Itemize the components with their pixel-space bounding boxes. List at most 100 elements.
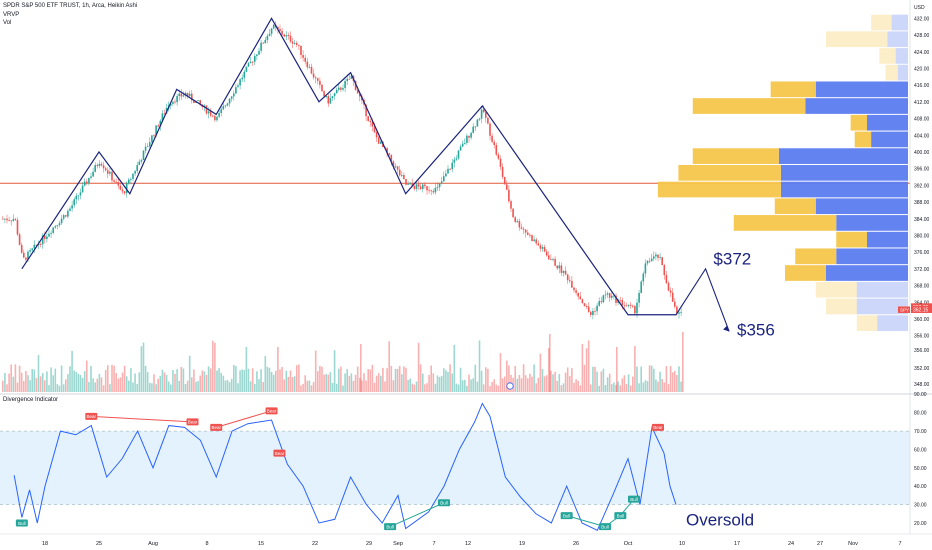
candle-body: [18, 234, 21, 245]
volume-histogram: [2, 332, 684, 392]
bull-signal-badge[interactable]: [614, 512, 627, 520]
candle-body: [646, 260, 649, 264]
candle-body: [312, 73, 315, 78]
bull-signal-badge[interactable]: [560, 512, 573, 520]
volume-bar: [228, 382, 231, 392]
candle-body: [321, 84, 323, 92]
candle-body: [323, 91, 325, 97]
candle-body: [644, 263, 647, 274]
bull-signal-badge[interactable]: [438, 499, 450, 507]
divergence-pane[interactable]: Bull Bear Bear Bear Bear Bear Bull Bull Bull Bull…: [0, 402, 910, 531]
candle-body: [338, 87, 340, 90]
candle-body: [48, 233, 50, 237]
candle-body: [581, 299, 584, 304]
candle-body: [611, 295, 613, 298]
osc-tick-label: 80.00: [914, 411, 927, 417]
projection-line[interactable]: [675, 267, 730, 332]
volume-bar: [615, 384, 617, 392]
divergence-connector: [389, 502, 445, 528]
candle-body: [306, 61, 309, 68]
bear-signal-badge[interactable]: [652, 423, 664, 431]
volume-bar: [235, 365, 237, 392]
divergence-indicator-title[interactable]: Divergence Indicator: [3, 397, 59, 403]
volume-bar: [566, 367, 569, 392]
volume-bar: [640, 366, 642, 392]
candle-body: [52, 227, 54, 233]
volume-bar: [352, 380, 355, 392]
bear-signal-badge[interactable]: [186, 418, 199, 426]
volume-bar: [356, 366, 359, 392]
wave-trendline[interactable]: [21, 17, 676, 316]
candle-body: [128, 179, 130, 184]
bull-signal-badge[interactable]: [628, 495, 640, 503]
oscillator-band: [0, 431, 910, 505]
candle-body: [642, 273, 645, 282]
volume-bar: [436, 375, 439, 392]
bear-signal-badge[interactable]: [265, 407, 278, 415]
vp-bar-up: [879, 48, 896, 64]
bull-signal-badge[interactable]: [15, 519, 28, 527]
volume-bar: [23, 381, 25, 392]
candle-body: [419, 186, 422, 189]
candle-body: [197, 100, 199, 102]
volume-bar: [79, 374, 82, 392]
indicator-vol-label[interactable]: Vol: [3, 20, 12, 26]
price-tick-label: 416.00: [914, 83, 930, 89]
bull-signal-badge[interactable]: [599, 523, 611, 531]
osc-tick-label: 60.00: [914, 447, 927, 453]
event-marker-icon[interactable]: [506, 382, 514, 390]
volume-bar: [109, 384, 111, 392]
candle-body: [73, 199, 75, 206]
signal-badge-label: Bull: [440, 501, 448, 506]
volume-bar: [445, 370, 447, 392]
candle-body: [443, 176, 445, 182]
volume-bar: [243, 370, 246, 392]
candle-body: [636, 302, 638, 314]
volume-bar: [524, 375, 527, 392]
volume-bar: [537, 377, 540, 392]
volume-bar: [390, 365, 393, 392]
volume-bar: [365, 380, 367, 392]
symbol-title[interactable]: SPDR S&P 500 ETF TRUST, 1h, Arca, Heikin…: [3, 3, 138, 9]
volume-bar: [518, 374, 521, 392]
candle-body: [302, 55, 304, 58]
candle-body: [151, 135, 153, 143]
volume-bar: [464, 379, 466, 392]
volume-bar: [262, 382, 264, 392]
volume-bar: [289, 370, 292, 392]
volume-bar: [661, 379, 663, 392]
candle-body: [283, 34, 285, 37]
volume-bar: [144, 365, 147, 392]
signal-badge-label: Bull: [617, 513, 625, 518]
volume-bar: [266, 366, 269, 392]
vp-bar-down: [826, 265, 908, 281]
candle-body: [123, 191, 126, 194]
volume-bar: [550, 370, 552, 392]
candle-body: [140, 160, 143, 162]
candle-body: [606, 293, 609, 295]
volume-bar: [344, 373, 346, 392]
vp-bar-down: [871, 131, 908, 148]
volume-bar: [96, 378, 99, 392]
oscillator-line[interactable]: [13, 402, 677, 531]
volume-bar: [373, 382, 376, 392]
candle-body: [386, 148, 388, 154]
volume-bar: [548, 348, 550, 392]
candle-body: [184, 92, 187, 96]
volume-bar: [583, 364, 586, 392]
candle-body: [445, 173, 447, 177]
volume-bar: [348, 375, 351, 392]
vp-bar-down: [778, 148, 908, 164]
volume-bar: [564, 372, 567, 392]
volume-bar: [207, 366, 210, 392]
bear-signal-badge[interactable]: [85, 412, 98, 420]
bear-signal-badge[interactable]: [273, 449, 286, 457]
price-tick-label: 432.00: [914, 16, 930, 22]
vp-bar-up: [856, 315, 878, 331]
bull-signal-badge[interactable]: [384, 523, 397, 531]
volume-bar: [531, 376, 533, 392]
indicator-vrvp-label[interactable]: VRVP: [3, 12, 20, 18]
bear-signal-badge[interactable]: [210, 423, 223, 431]
candle-body: [539, 245, 542, 249]
candle-body: [134, 171, 136, 174]
